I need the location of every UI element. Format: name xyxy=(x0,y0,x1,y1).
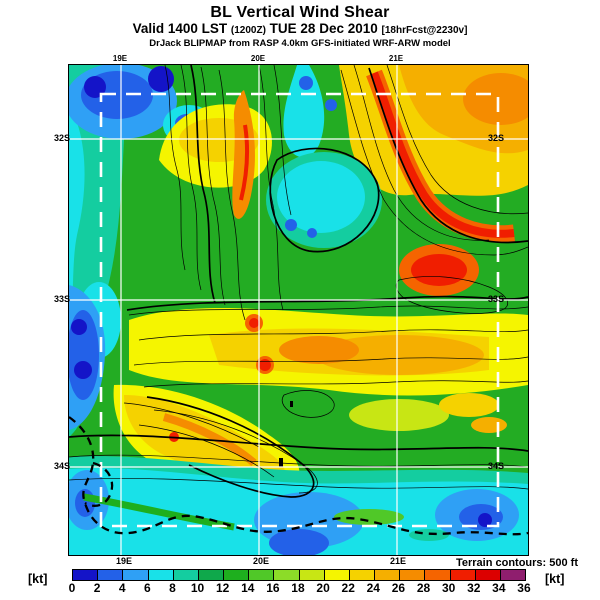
colorbar-segment-14-16 xyxy=(249,570,275,580)
lon-label-bottom-20e: 20E xyxy=(252,556,270,566)
colorbar-segment-22-24 xyxy=(349,570,376,580)
graticule-lines xyxy=(69,65,528,555)
colorbar-tick-36: 36 xyxy=(517,581,531,595)
lat-label-left-34s: 34S xyxy=(53,461,70,471)
colorbar-segment-34-36 xyxy=(500,570,526,580)
map-frame xyxy=(68,64,529,556)
colorbar-segment-16-18 xyxy=(274,570,300,580)
colorbar-tick-4: 4 xyxy=(118,581,126,595)
colorbar-tick-18: 18 xyxy=(291,581,305,595)
valid-fcst: [18hrFcst@2230v] xyxy=(381,25,468,36)
page-title: BL Vertical Wind Shear xyxy=(210,4,390,21)
colorbar-tick-0: 0 xyxy=(68,581,76,595)
colorbar-segment-8-10 xyxy=(173,570,199,580)
colorbar-tick-30: 30 xyxy=(441,581,456,595)
colorbar-segment-24-26 xyxy=(375,570,401,580)
colorbar-segment-20-22 xyxy=(324,570,350,580)
valid-prefix: Valid 1400 LST xyxy=(132,21,228,36)
lat-label-left-32s: 32S xyxy=(53,133,70,143)
colorbar-segment-10-12 xyxy=(198,570,225,580)
colorbar-swatches xyxy=(72,569,526,581)
coastline xyxy=(69,416,528,536)
model-attribution: DrJack BLIPMAP from RASP 4.0km GFS-initi… xyxy=(149,38,451,49)
colorbar-segment-32-34 xyxy=(475,570,501,580)
lon-label-top-20e: 20E xyxy=(250,54,266,63)
colorbar-segment-2-4 xyxy=(98,570,124,580)
terrain-contour-lines-major xyxy=(69,65,528,498)
colorbar-segment-4-6 xyxy=(123,570,149,580)
colorbar-tick-32: 32 xyxy=(467,581,481,595)
contour-dense-mark xyxy=(290,401,293,407)
lat-label-left-33s: 33S xyxy=(53,294,70,304)
colorbar-segment-6-8 xyxy=(148,570,174,580)
colorbar-tick-8: 8 xyxy=(169,581,176,595)
colorbar-segment-26-28 xyxy=(400,570,426,580)
contour-dense-mark xyxy=(279,458,283,467)
colorbar-segment-0-2 xyxy=(73,570,99,580)
lon-label-bottom-21e: 21E xyxy=(389,556,407,566)
colorbar-tick-28: 28 xyxy=(416,581,431,595)
lon-label-top-19e: 19E xyxy=(112,54,128,63)
valid-zulu: (1200Z) xyxy=(230,25,266,36)
colorbar-segment-30-32 xyxy=(450,570,476,580)
colorbar-segment-12-14 xyxy=(224,570,250,580)
lat-label-right-33s: 33S xyxy=(488,294,505,304)
colorbar-tick-12: 12 xyxy=(215,581,230,595)
terrain-contour-lines xyxy=(69,65,528,494)
colorbar-tick-24: 24 xyxy=(366,581,380,595)
colorbar-tick-26: 26 xyxy=(391,581,406,595)
lat-label-right-34s: 34S xyxy=(488,461,505,471)
model-domain-box xyxy=(99,92,500,528)
colorbar-tick-10: 10 xyxy=(190,581,205,595)
valid-time-line: Valid 1400 LST (1200Z) TUE 28 Dec 2010 [… xyxy=(0,21,600,36)
colorbar-tick-16: 16 xyxy=(266,581,280,595)
colorbar-tick-34: 34 xyxy=(492,581,506,595)
map-plot xyxy=(69,65,528,555)
colorbar-unit-left: [kt] xyxy=(28,572,48,586)
terrain-contour-note: Terrain contours: 500 ft xyxy=(455,557,578,569)
colorbar-segment-28-30 xyxy=(425,570,451,580)
colorbar-tick-6: 6 xyxy=(143,581,151,595)
valid-date: TUE 28 Dec 2010 xyxy=(269,21,378,36)
colorbar-ticks: 0 2 4 6 8 10 12 14 16 18 20 22 24 26 28 30 32 34 36 xyxy=(0,581,600,597)
colorbar-tick-2: 2 xyxy=(93,581,101,595)
colorbar-unit-right: [kt] xyxy=(545,572,565,586)
colorbar-tick-14: 14 xyxy=(241,581,255,595)
lon-label-top-21e: 21E xyxy=(388,54,404,63)
colorbar-segment-18-20 xyxy=(299,570,325,580)
lat-label-right-32s: 32S xyxy=(488,133,505,143)
coastline-peninsula xyxy=(84,461,114,507)
colorbar-tick-20: 20 xyxy=(316,581,330,595)
shear-field-fills xyxy=(69,65,528,555)
lon-label-bottom-19e: 19E xyxy=(115,556,133,566)
colorbar-tick-22: 22 xyxy=(341,581,355,595)
